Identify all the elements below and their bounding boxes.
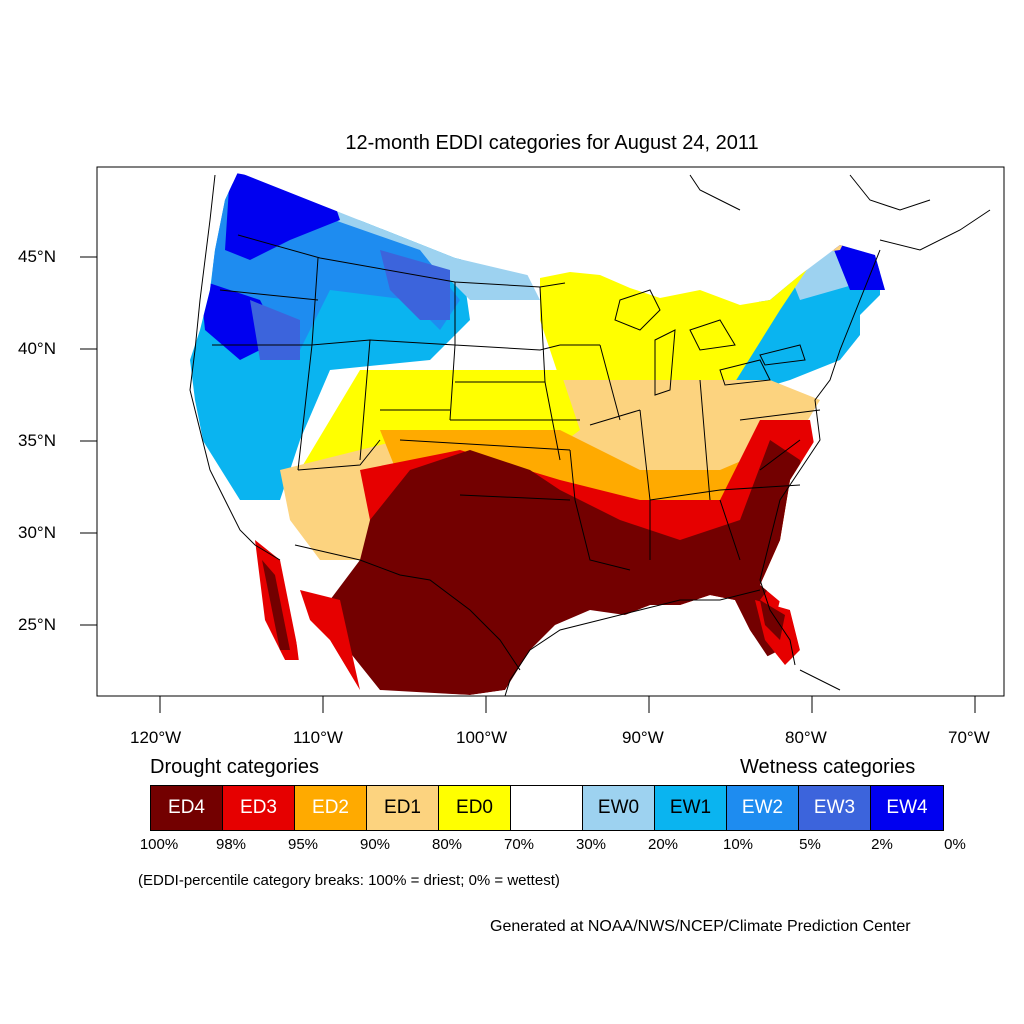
lon-label-120: 120°W [130, 728, 182, 747]
tick-marks [80, 256, 976, 713]
break-label: 100% [139, 836, 179, 853]
legend-swatch-ew4: EW4 [871, 786, 943, 830]
break-label: 90% [359, 836, 391, 853]
ed4-south [330, 440, 810, 695]
legend-swatch-ed0: ED0 [439, 786, 511, 830]
legend-swatch-ew0: EW0 [583, 786, 655, 830]
coastline-east [759, 249, 881, 666]
legend-swatch-neutral [511, 786, 583, 830]
lon-label-110: 110°W [293, 728, 343, 747]
break-label: 80% [431, 836, 463, 853]
coastline-west [189, 174, 281, 561]
mexico-border [294, 544, 521, 671]
lon-label-70: 70°W [948, 728, 990, 747]
florida-keys [799, 669, 841, 691]
legend-swatch-ed4: ED4 [151, 786, 223, 830]
hudson-bay-coast [689, 174, 991, 251]
coastline-gulf [504, 589, 761, 696]
state-lines [212, 257, 821, 571]
map-title: 12-month EDDI categories for August 24, … [345, 132, 759, 154]
great-lakes [614, 289, 806, 396]
legend-swatch-ed2: ED2 [295, 786, 367, 830]
legend-swatch-ew1: EW1 [655, 786, 727, 830]
legend-color-bar: ED4 ED3 ED2 ED1 ED0 EW0 EW1 EW2 EW3 EW4 [150, 785, 944, 831]
eddi-map [80, 166, 1005, 713]
break-label: 0% [944, 836, 966, 853]
wetness-categories-heading: Wetness categories [740, 756, 916, 778]
break-label: 98% [215, 836, 247, 853]
ew3-montana [380, 250, 450, 320]
break-label: 20% [647, 836, 679, 853]
ed4-florida [760, 600, 785, 640]
lat-label-30: 30°N [18, 523, 56, 542]
break-label: 2% [871, 836, 893, 853]
legend-swatch-ed1: ED1 [367, 786, 439, 830]
legend-swatch-ed3: ED3 [223, 786, 295, 830]
ew1-northeast [725, 260, 880, 395]
credit-line: Generated at NOAA/NWS/NCEP/Climate Predi… [490, 918, 911, 935]
break-label: 5% [799, 836, 821, 853]
boundaries [189, 174, 991, 696]
lat-label-45: 45°N [18, 247, 56, 266]
lat-label-35: 35°N [18, 431, 56, 450]
break-label: 10% [722, 836, 754, 853]
lat-label-40: 40°N [18, 339, 56, 358]
lon-label-90: 90°W [622, 728, 664, 747]
drought-categories-heading: Drought categories [150, 756, 319, 778]
break-label: 95% [287, 836, 319, 853]
break-label: 70% [503, 836, 535, 853]
category-breaks-note: (EDDI-percentile category breaks: 100% =… [138, 872, 560, 889]
legend-swatch-ew3: EW3 [799, 786, 871, 830]
lon-label-80: 80°W [785, 728, 827, 747]
lon-label-100: 100°W [456, 728, 508, 747]
legend-swatch-ew2: EW2 [727, 786, 799, 830]
lat-label-25: 25°N [18, 615, 56, 634]
break-label: 30% [575, 836, 607, 853]
ed3-mexico-coast [300, 590, 360, 690]
ed4-baja [262, 560, 290, 650]
